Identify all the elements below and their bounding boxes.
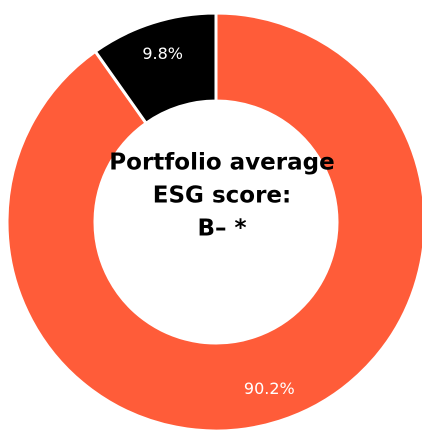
center-text: Portfolio average (109, 150, 334, 176)
donut-segment (93, 11, 218, 126)
donut-segment (5, 11, 422, 432)
donut (5, 11, 422, 432)
value-label: 9.8% (142, 44, 183, 63)
labels: 90.2% 9.8% Portfolio average ESG score: B– * (109, 44, 334, 398)
center-text: B– * (197, 216, 246, 242)
center-text: ESG score: (153, 183, 291, 209)
value-label: 90.2% (244, 379, 295, 398)
